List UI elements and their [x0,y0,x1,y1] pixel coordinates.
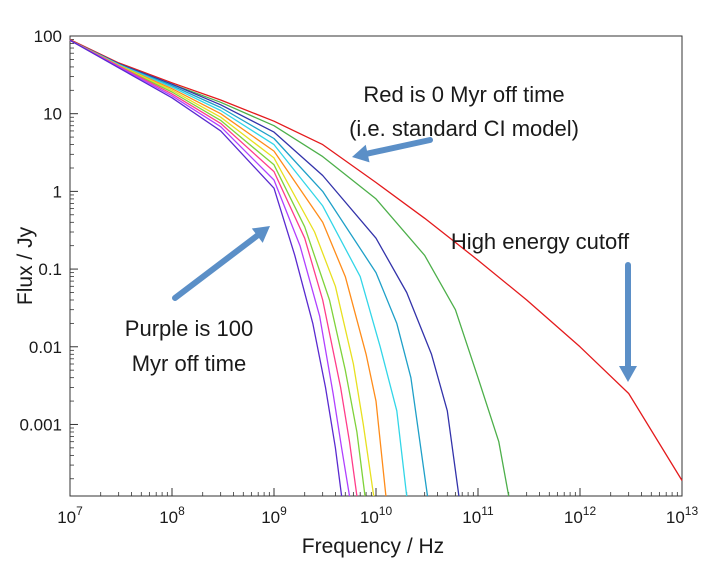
x-tick-label: 107 [57,504,83,527]
annotation-cutoff: High energy cutoff [451,229,630,254]
series-line-9 [69,39,351,497]
x-tick-label: 1011 [462,504,494,527]
series-line-2 [69,39,460,497]
annotation-arrows [172,137,637,382]
series-line-1 [69,39,510,497]
series-line-8 [69,39,358,497]
x-tick-label: 108 [159,504,185,527]
series-line-4 [69,39,408,497]
annotation-red-line-1: Red is 0 Myr off time [363,82,564,107]
annotation-purple-line-1: Purple is 100 [125,316,253,341]
y-tick-label: 1 [53,182,62,201]
series-line-3 [69,39,429,497]
series-line-10 [69,39,343,497]
arrow-to-cutoff [619,262,637,382]
series-line-6 [69,39,375,497]
y-tick-label: 100 [34,27,62,46]
series-line-5 [69,39,387,497]
x-tick-label: 1013 [666,504,699,527]
y-tick-label: 0.1 [38,260,62,279]
x-tick-label: 1010 [360,504,393,527]
arrow-to-purple-curve [172,226,270,301]
arrow-to-red-curve [352,137,433,163]
axis-ticks: 107 108 109 1010 1011 1012 1013 100 10 1 0.1 0.01 0.… [19,27,698,527]
y-axis-label: Flux / Jy [14,226,37,305]
x-tick-label: 109 [261,504,287,527]
y-tick-label: 0.001 [19,415,62,434]
series-line-7 [69,39,366,497]
y-tick-label: 0.01 [29,338,62,357]
y-tick-label: 10 [43,105,62,124]
x-tick-label: 1012 [564,504,597,527]
x-axis-label: Frequency / Hz [302,535,444,558]
series-line-0 [69,39,683,481]
series-lines [69,39,683,497]
annotation-red-line-2: (i.e. standard CI model) [349,116,579,141]
annotation-purple-line-2: Myr off time [132,351,247,376]
